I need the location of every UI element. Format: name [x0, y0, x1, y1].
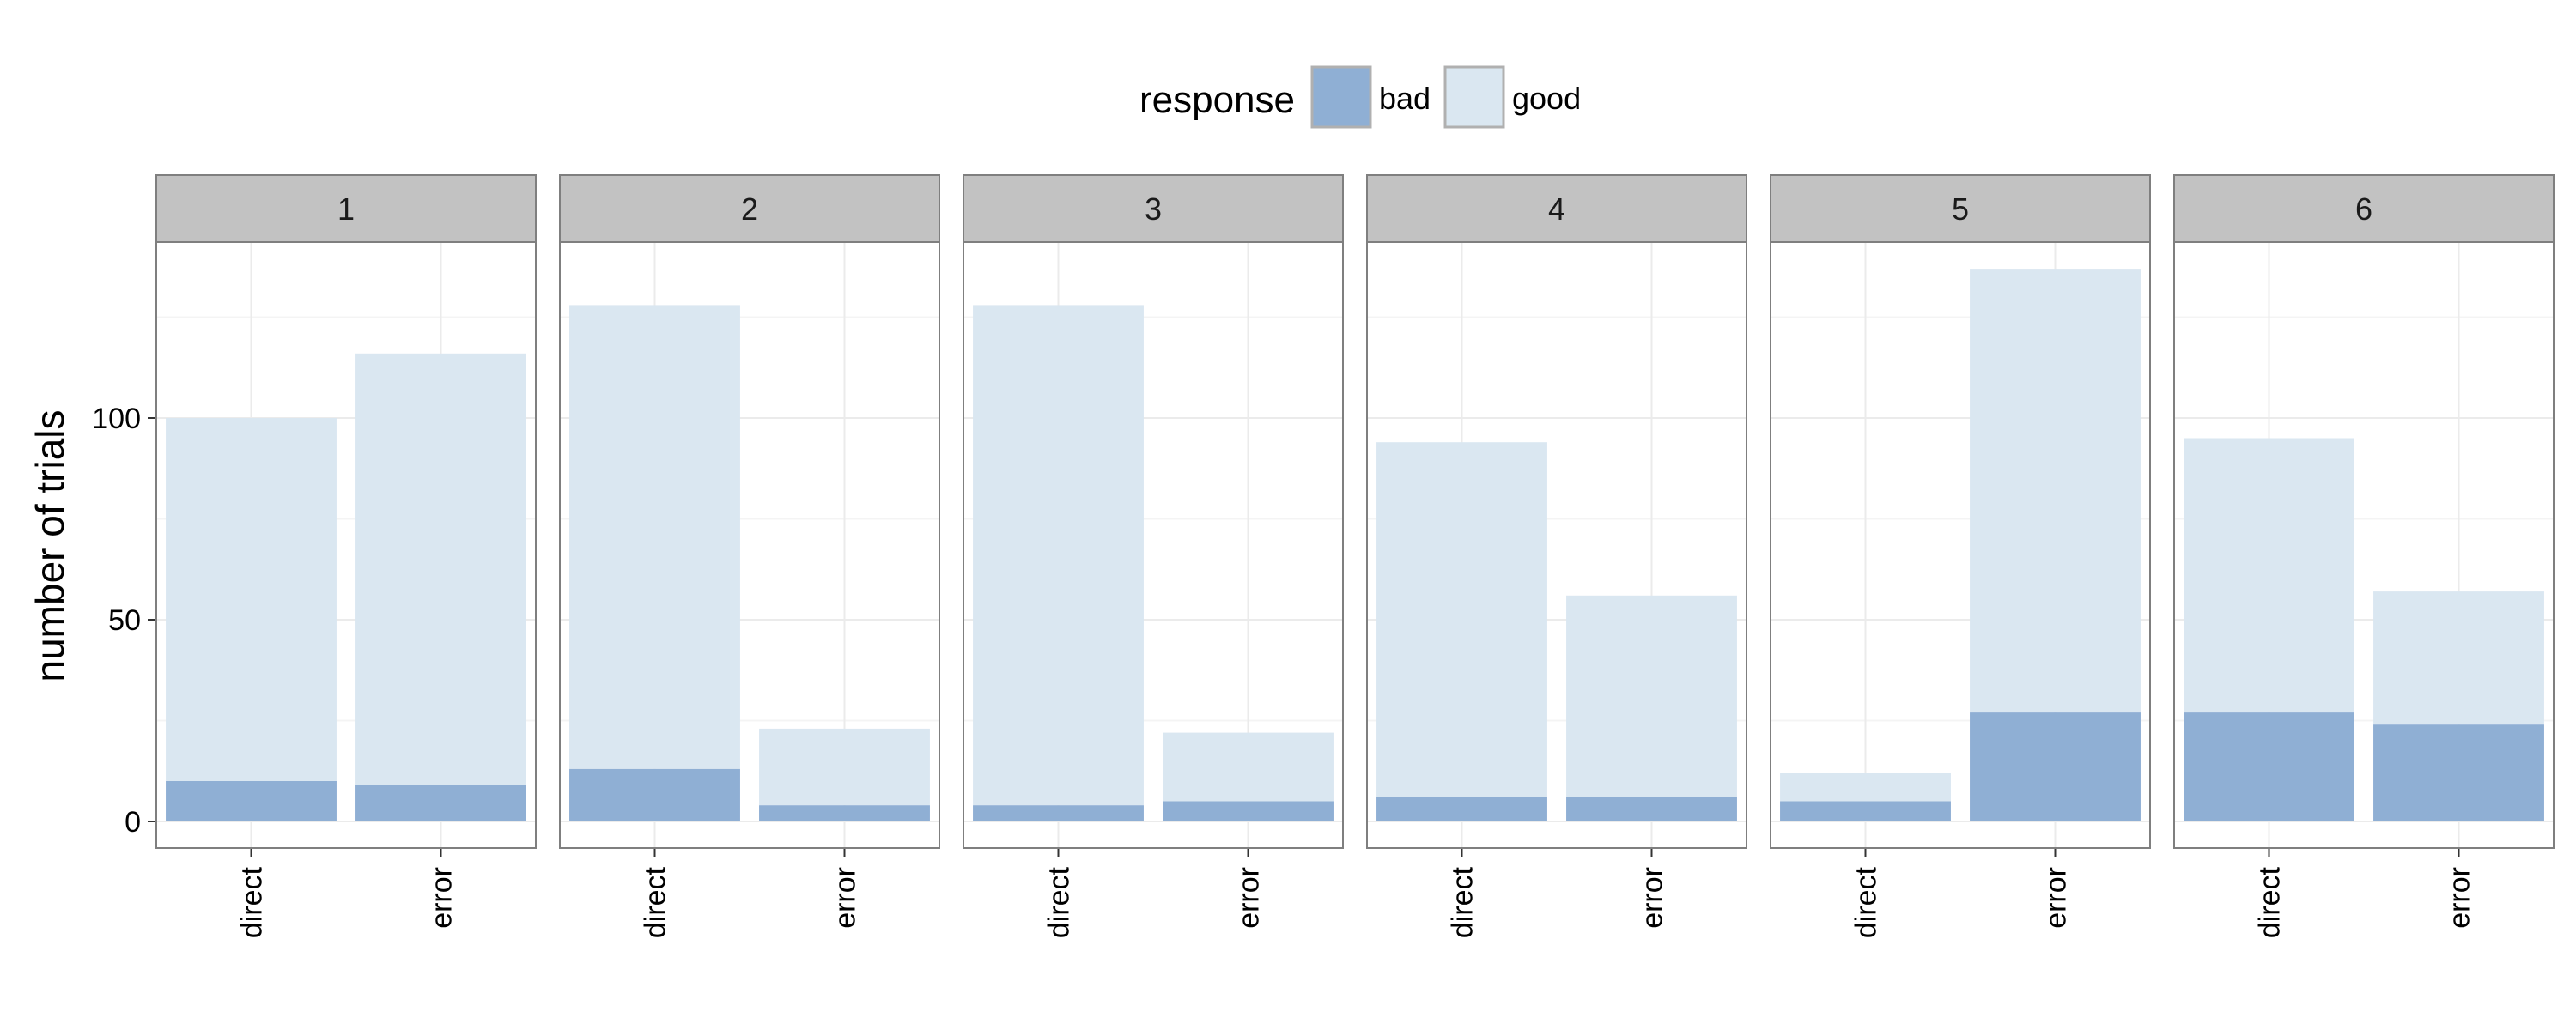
- facet-strip-label: 2: [741, 191, 758, 227]
- legend-swatch-good: [1443, 65, 1505, 129]
- x-tick-label: direct: [640, 866, 672, 938]
- y-tick-label: 0: [125, 806, 141, 839]
- x-tick-label: direct: [1043, 866, 1076, 938]
- y-tick-label: 50: [108, 604, 141, 637]
- facet-panel-3: 3 direct error: [963, 174, 1344, 938]
- panel-border: [1366, 241, 1747, 849]
- panel-border: [155, 241, 537, 849]
- bar-good-direct: [569, 305, 740, 769]
- panel-border: [963, 241, 1344, 849]
- bar-good-error: [759, 728, 930, 806]
- legend-title: response: [1139, 79, 1295, 121]
- facet-strip: [1770, 174, 2151, 243]
- panel-border: [559, 241, 940, 849]
- bar-good-error: [355, 353, 526, 785]
- bar-good-direct: [2184, 438, 2354, 713]
- facet-strip: [963, 174, 1344, 243]
- facet-panel-1: 1 direct error: [155, 174, 537, 938]
- x-tick-label: direct: [2254, 866, 2287, 938]
- bar-bad-error: [759, 805, 930, 821]
- facet-strip: [559, 174, 940, 243]
- bar-good-direct: [1376, 442, 1547, 797]
- bar-bad-error: [1566, 797, 1737, 821]
- legend-label-good: good: [1512, 81, 1581, 116]
- bar-bad-direct: [1376, 797, 1547, 821]
- facet-panel-4: 4 direct error: [1366, 174, 1747, 938]
- panel-border: [1770, 241, 2151, 849]
- facet-strip-label: 3: [1145, 191, 1162, 227]
- facet-strip: [155, 174, 537, 243]
- bar-good-direct: [1780, 772, 1951, 802]
- facet-panel-5: 5 direct error: [1770, 174, 2151, 938]
- bar-bad-direct: [569, 768, 740, 821]
- legend: response bad good: [1139, 65, 1581, 129]
- facet-strip-label: 5: [1952, 191, 1969, 227]
- legend-label-bad: bad: [1379, 81, 1431, 116]
- x-tick-label: error: [426, 867, 459, 929]
- x-tick-label: error: [2444, 867, 2476, 929]
- panel-border: [2173, 241, 2555, 849]
- x-tick-label: error: [1233, 867, 1266, 929]
- x-tick-label: error: [1637, 867, 1669, 929]
- bar-good-error: [1163, 732, 1334, 802]
- bar-bad-direct: [973, 805, 1144, 821]
- bar-good-error: [2373, 591, 2544, 725]
- x-tick-label: error: [2040, 867, 2073, 929]
- facet-strip-label: 6: [2355, 191, 2372, 227]
- y-axis-ticks: 0 50 100: [92, 403, 156, 839]
- facet-strip: [1366, 174, 1747, 243]
- bar-good-direct: [973, 305, 1144, 806]
- x-tick-label: direct: [1447, 866, 1479, 938]
- bar-bad-direct: [166, 781, 337, 821]
- facet-panels: 1 direct error 2 direct error 3 direct error 4 dir…: [155, 174, 2555, 938]
- bar-bad-direct: [1780, 801, 1951, 821]
- bar-good-error: [1566, 595, 1737, 797]
- bar-good-direct: [166, 418, 337, 781]
- x-tick-label: direct: [1850, 866, 1883, 938]
- bar-bad-error: [355, 785, 526, 821]
- y-tick-label: 100: [92, 403, 141, 435]
- legend-swatch-bad: [1310, 65, 1372, 129]
- bar-bad-error: [1163, 801, 1334, 821]
- x-tick-label: error: [829, 867, 862, 929]
- bar-good-error: [1970, 269, 2141, 713]
- bar-bad-error: [1970, 712, 2141, 821]
- facet-strip: [2173, 174, 2555, 243]
- x-tick-label: direct: [236, 866, 269, 938]
- facet-panel-6: 6 direct error: [2173, 174, 2555, 938]
- facet-panel-2: 2 direct error: [559, 174, 940, 938]
- bar-bad-direct: [2184, 712, 2354, 821]
- y-axis-label: number of trials: [27, 409, 72, 682]
- bar-bad-error: [2373, 724, 2544, 821]
- facet-strip-label: 4: [1548, 191, 1565, 227]
- facet-strip-label: 1: [337, 191, 355, 227]
